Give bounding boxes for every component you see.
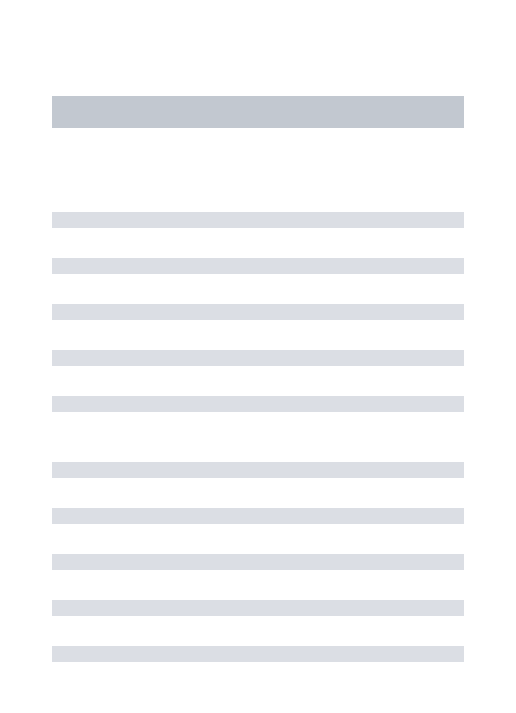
skeleton-container (0, 0, 516, 662)
text-line-placeholder (52, 600, 464, 616)
text-line-placeholder (52, 508, 464, 524)
text-line-placeholder (52, 554, 464, 570)
text-line-placeholder (52, 258, 464, 274)
text-line-placeholder (52, 396, 464, 412)
line-group (52, 212, 464, 412)
text-line-placeholder (52, 646, 464, 662)
text-line-placeholder (52, 304, 464, 320)
header-placeholder (52, 96, 464, 128)
text-line-placeholder (52, 350, 464, 366)
line-groups (52, 212, 464, 662)
text-line-placeholder (52, 462, 464, 478)
line-group (52, 462, 464, 662)
text-line-placeholder (52, 212, 464, 228)
